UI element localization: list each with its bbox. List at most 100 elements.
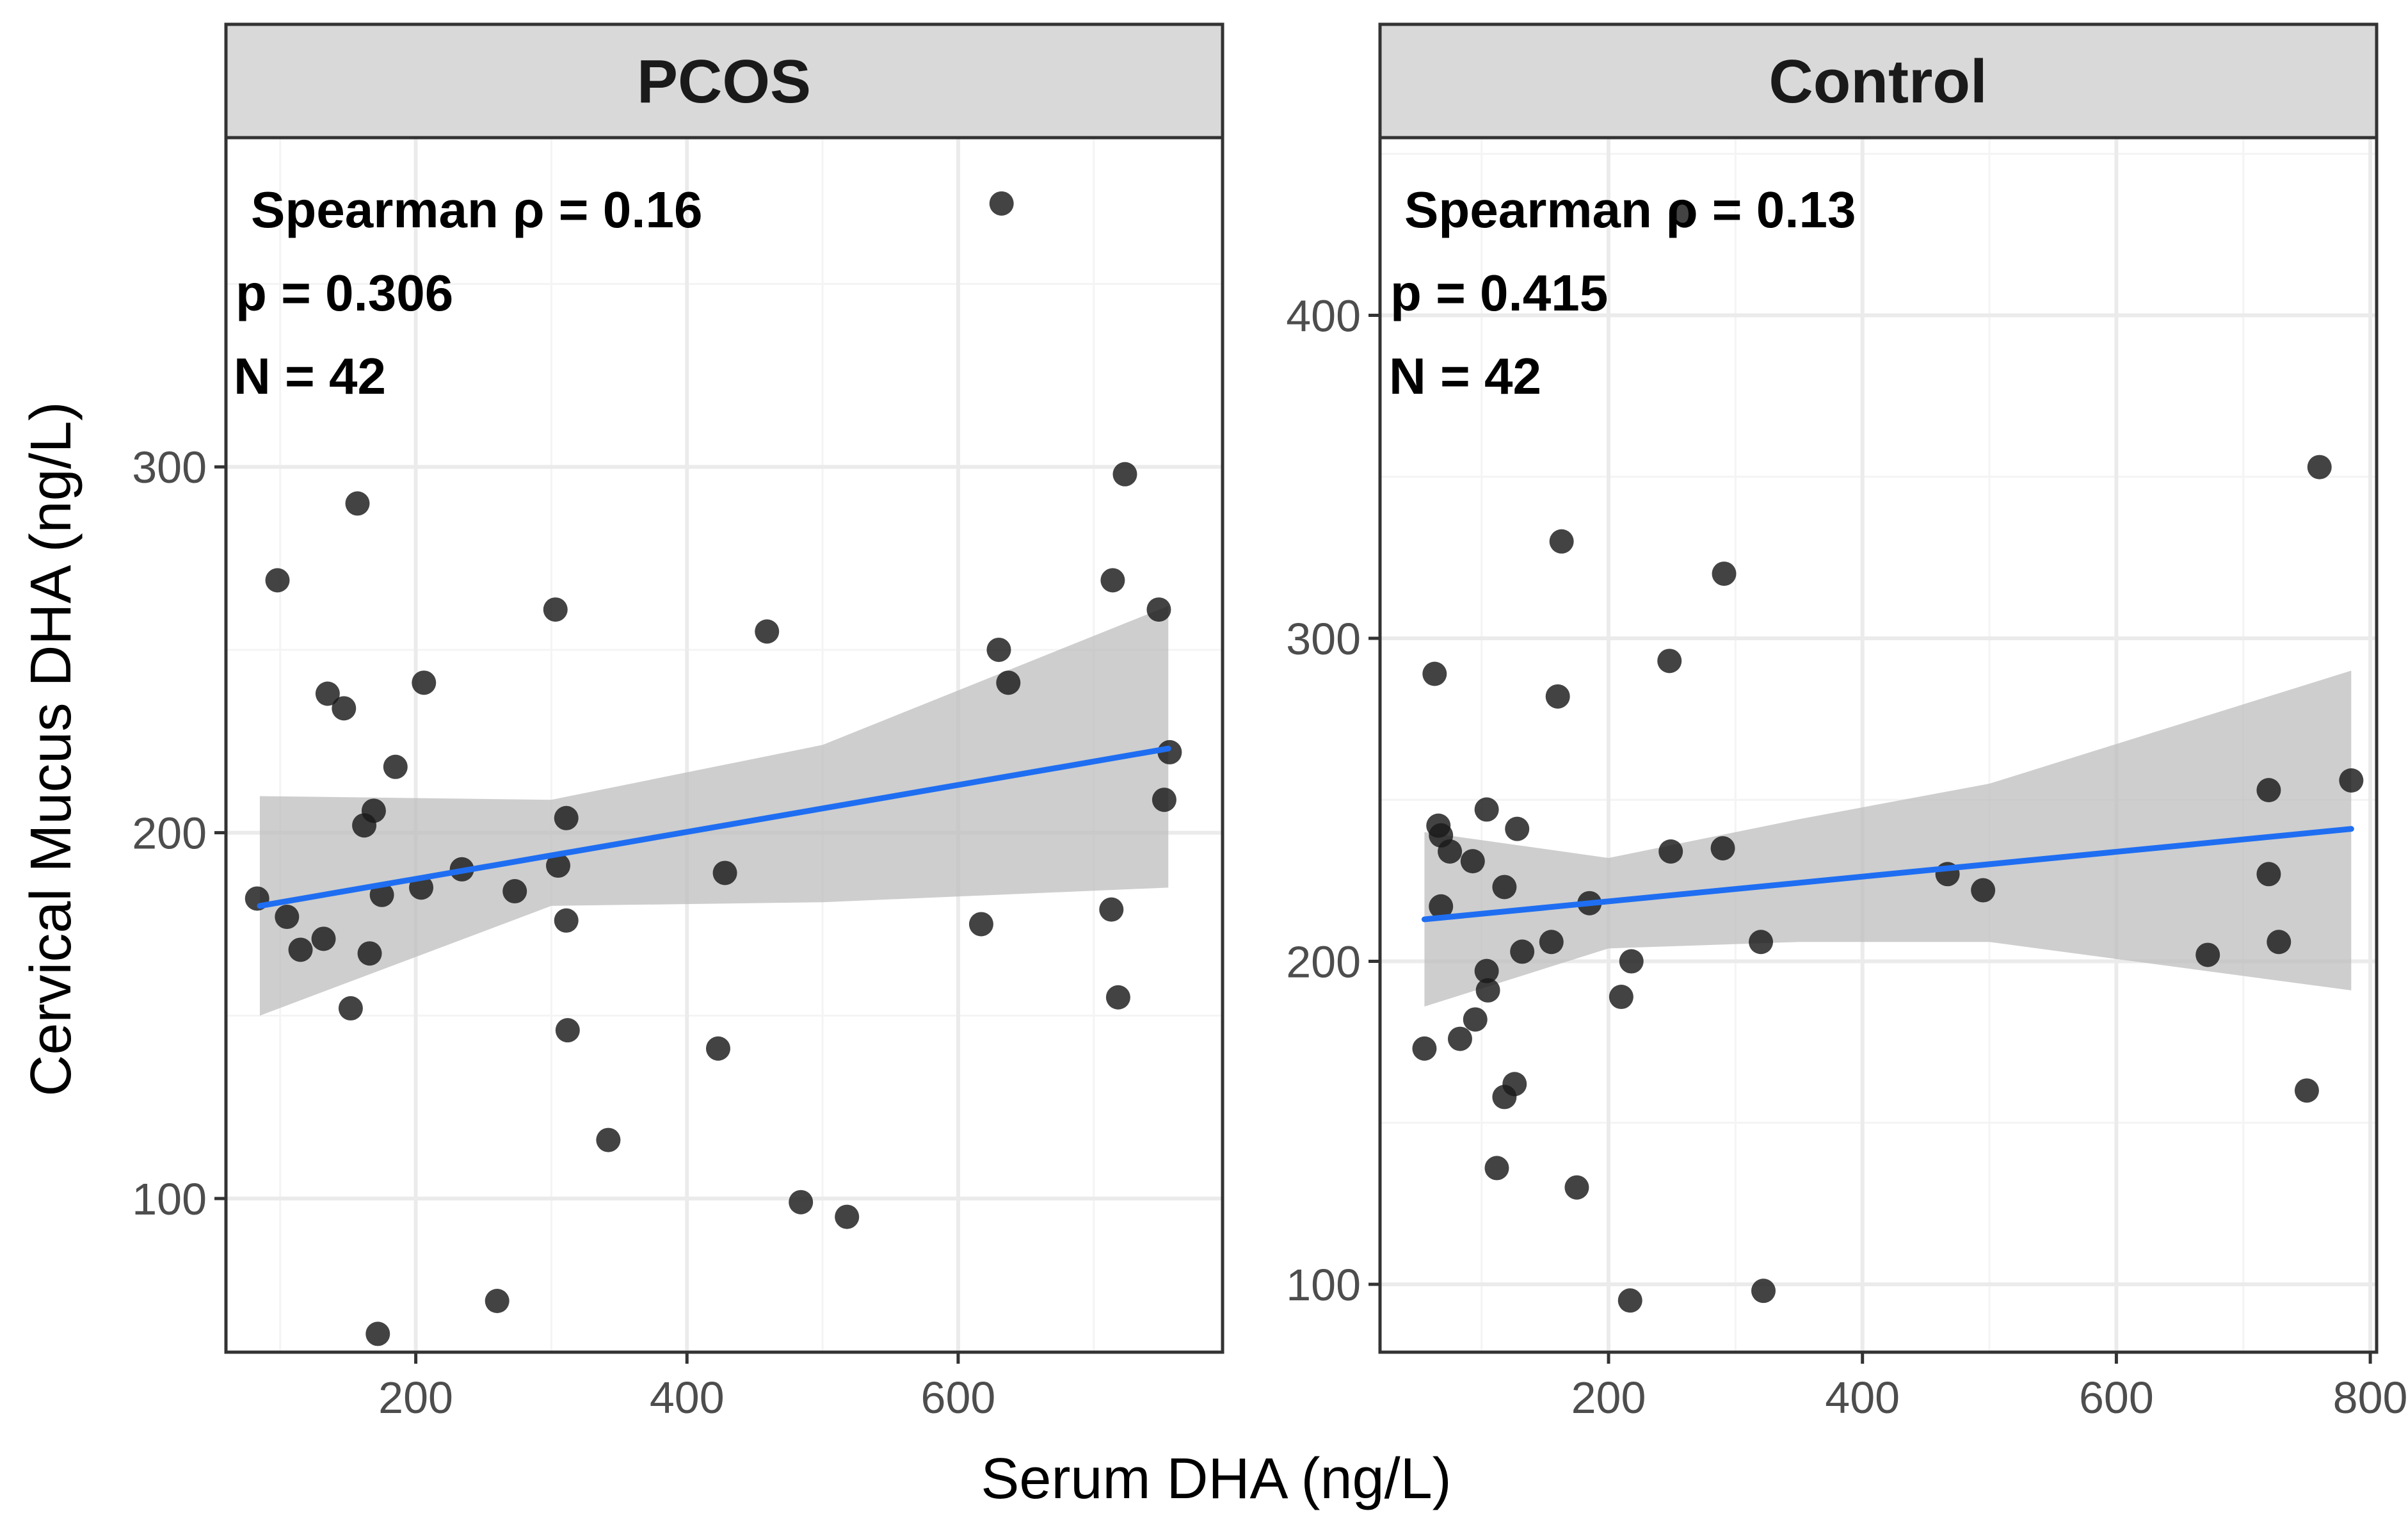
panel-control-point-35 <box>1971 878 1996 903</box>
panel-control-point-17 <box>1505 816 1530 841</box>
panel-control-point-29 <box>1670 200 1695 225</box>
panel-control-point-38 <box>2256 862 2281 887</box>
panel-control-point-10 <box>1474 797 1499 822</box>
panel-pcos-point-30 <box>789 1190 814 1215</box>
panel-control-point-39 <box>2267 930 2292 955</box>
panel-pcos-p-value-label: p = 0.306 <box>236 264 453 321</box>
panel-control-x-tick-label-400: 400 <box>1825 1373 1900 1423</box>
panel-control-point-16 <box>1502 1072 1527 1097</box>
panel-control-point-2 <box>1422 661 1447 686</box>
panel-control-point-8 <box>1460 849 1485 874</box>
panel-pcos-point-20 <box>502 879 527 904</box>
panel-control-point-1 <box>1412 1036 1437 1061</box>
panel-pcos-point-19 <box>485 1289 510 1314</box>
panel-control-point-37 <box>2256 778 2281 803</box>
panel-control-point-24 <box>1609 985 1633 1010</box>
panel-control-ci-band <box>1424 670 2352 1007</box>
panel-pcos-point-40 <box>1146 597 1171 622</box>
panel-control-y-tick-label-200: 200 <box>1286 937 1361 987</box>
panel-pcos-point-31 <box>835 1204 860 1229</box>
panel-control-point-42 <box>2339 768 2364 793</box>
panel-pcos-point-35 <box>996 670 1021 695</box>
panel-control-x-tick-label-800: 800 <box>2333 1373 2408 1423</box>
panel-control-point-32 <box>1749 930 1774 955</box>
panel-control-strip <box>1378 22 2379 140</box>
panel-control-point-40 <box>2294 1078 2319 1103</box>
panel-control-point-9 <box>1463 1007 1488 1032</box>
x-axis-title: Serum DHA (ng/L) <box>981 1447 1451 1511</box>
panel-pcos-point-27 <box>705 1036 730 1061</box>
panel-pcos-point-25 <box>555 1018 580 1043</box>
panel-control-x-tick-label-600: 600 <box>2079 1373 2154 1423</box>
panel-pcos-point-7 <box>332 696 357 721</box>
panel-pcos-point-12 <box>361 798 386 823</box>
panel-pcos: PCOS 100 200 300 200 400 600 Spearman ρ = 0.… <box>132 22 1224 1423</box>
panel-pcos-point-21 <box>543 597 568 622</box>
panel-control-title: Control <box>1769 47 1987 116</box>
panel-control-point-6 <box>1438 839 1463 864</box>
panel-control-p-value-label: p = 0.415 <box>1390 264 1608 321</box>
panel-pcos-point-8 <box>338 996 363 1021</box>
panel-pcos-point-42 <box>1157 739 1182 764</box>
panel-pcos-point-5 <box>311 926 336 951</box>
panel-pcos-point-17 <box>412 670 437 695</box>
panel-control-point-13 <box>1484 1156 1509 1181</box>
panel-control-x-tick-label-200: 200 <box>1571 1373 1646 1423</box>
panel-pcos-confidence-band <box>259 606 1169 1016</box>
panel-control-point-28 <box>1658 839 1683 864</box>
panel-control-y-tick-label-400: 400 <box>1286 291 1361 341</box>
panel-control-point-21 <box>1549 529 1574 554</box>
panel-control-point-36 <box>2195 942 2220 967</box>
panel-control-regression-line <box>1421 826 2354 923</box>
panel-control-point-7 <box>1447 1026 1472 1051</box>
panel-pcos-point-9 <box>345 491 370 516</box>
panel-pcos-point-34 <box>989 191 1014 216</box>
panel-control-point-18 <box>1510 939 1535 964</box>
panel-control-confidence-band <box>1424 670 2352 1007</box>
panel-pcos-x-tick-label-200: 200 <box>378 1373 453 1423</box>
panel-pcos-y-tick-label-200: 200 <box>132 809 207 859</box>
panel-pcos-spearman-label: Spearman ρ = 0.16 <box>251 181 702 238</box>
panel-pcos-point-13 <box>365 1321 390 1346</box>
panel-pcos-y-axis: 100 200 300 <box>132 442 226 1224</box>
panel-pcos-point-32 <box>968 912 993 937</box>
panel-pcos-point-36 <box>1099 897 1124 922</box>
panel-pcos-point-23 <box>554 908 579 933</box>
panel-pcos-point-2 <box>265 568 290 593</box>
panel-control-point-19 <box>1539 930 1564 955</box>
panel-pcos-fit-line <box>257 745 1171 909</box>
panel-pcos-strip <box>224 22 1224 140</box>
panel-control-x-axis: 200 400 600 800 <box>1571 1352 2408 1423</box>
panel-pcos-point-24 <box>554 805 579 830</box>
panel-pcos-y-tick-label-100: 100 <box>132 1174 207 1224</box>
panel-pcos-point-28 <box>712 860 737 885</box>
panel-control-point-20 <box>1545 684 1570 709</box>
panel-pcos-point-22 <box>546 853 570 878</box>
panel-control-point-41 <box>2307 455 2332 480</box>
panel-pcos-point-38 <box>1105 985 1130 1010</box>
panel-pcos-point-11 <box>357 941 382 966</box>
panel-pcos-point-39 <box>1112 462 1137 487</box>
panel-control-n-label: N = 42 <box>1389 348 1541 405</box>
panel-control-point-11 <box>1474 958 1499 983</box>
panel-control-point-26 <box>1619 949 1644 974</box>
panel-pcos-x-axis: 200 400 600 <box>378 1352 995 1423</box>
panel-pcos-x-tick-label-400: 400 <box>650 1373 725 1423</box>
panel-control-point-12 <box>1475 978 1500 1003</box>
panel-pcos-point-14 <box>369 882 394 907</box>
panel-control-y-tick-label-300: 300 <box>1286 614 1361 664</box>
y-axis-title: Cervical Mucus DHA (ng/L) <box>19 401 83 1096</box>
panel-control-point-15 <box>1492 875 1517 900</box>
panel-pcos-points <box>245 191 1182 1346</box>
panel-pcos-point-37 <box>1100 568 1125 593</box>
panel-control-point-5 <box>1429 894 1454 919</box>
panel-pcos-point-6 <box>315 681 340 706</box>
panel-pcos-y-tick-label-300: 300 <box>132 442 207 492</box>
panel-pcos-point-33 <box>986 637 1011 662</box>
panel-control-point-27 <box>1657 649 1682 674</box>
panel-control-spearman-label: Spearman ρ = 0.13 <box>1404 181 1856 238</box>
panel-pcos-title: PCOS <box>637 47 811 116</box>
panel-control-point-25 <box>1617 1288 1642 1313</box>
panel-control-y-tick-label-100: 100 <box>1286 1260 1361 1310</box>
